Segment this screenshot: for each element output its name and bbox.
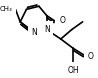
Text: OH: OH xyxy=(67,66,79,74)
Text: N: N xyxy=(44,25,50,34)
Text: CH₃: CH₃ xyxy=(0,6,12,12)
Text: O: O xyxy=(88,52,94,61)
Text: O: O xyxy=(59,16,65,25)
Text: N: N xyxy=(31,28,37,37)
